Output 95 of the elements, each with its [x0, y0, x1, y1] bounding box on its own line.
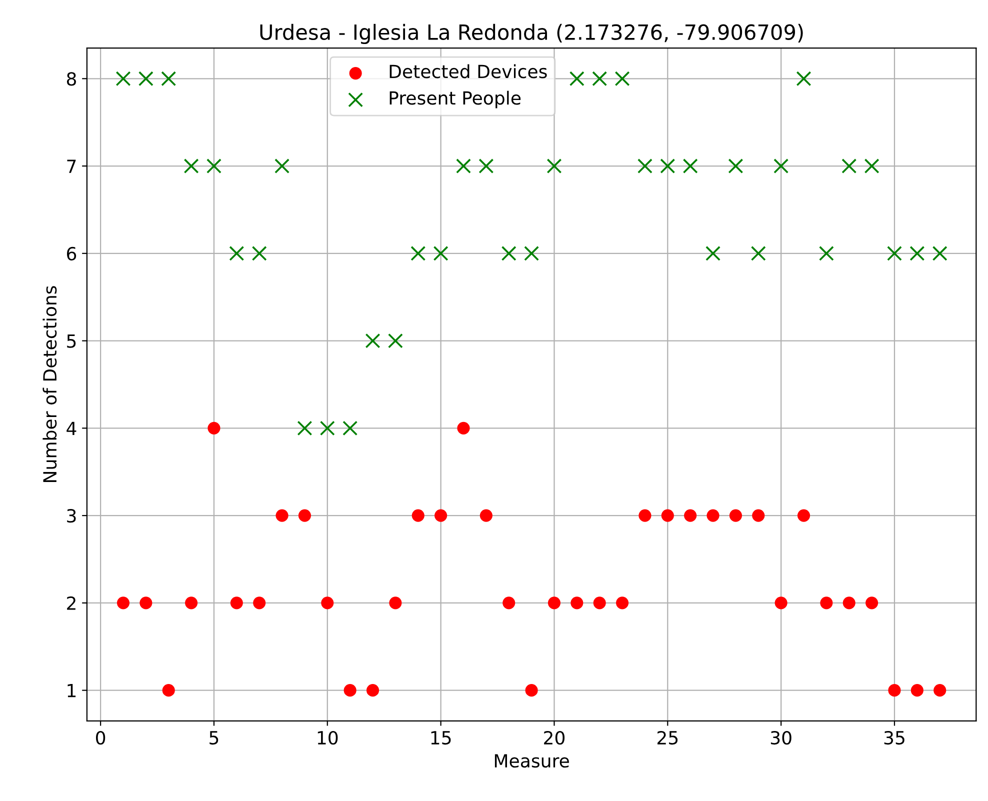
point	[344, 684, 356, 697]
point	[864, 158, 880, 174]
point	[910, 246, 925, 261]
point	[342, 420, 358, 436]
point	[661, 509, 674, 522]
point	[842, 596, 856, 610]
y-tick-label: 2	[67, 596, 76, 610]
x-tick-label: 10	[318, 730, 338, 745]
x-tick-label: 0	[96, 730, 106, 745]
point	[866, 596, 878, 610]
point	[614, 71, 630, 86]
point	[546, 158, 562, 174]
point	[412, 509, 424, 522]
legend-label: Detected Devices	[390, 64, 547, 78]
point	[276, 509, 288, 522]
point	[934, 684, 946, 697]
x-tick-label: 5	[210, 731, 218, 745]
point	[162, 684, 175, 697]
y-tick-label: 4	[66, 422, 76, 436]
point	[593, 596, 606, 610]
point	[230, 596, 243, 610]
point	[818, 246, 834, 261]
x-tick-label: 25	[657, 730, 678, 745]
point	[206, 158, 222, 174]
point	[932, 246, 948, 261]
point	[502, 596, 516, 610]
point	[728, 158, 744, 174]
point	[208, 422, 220, 434]
point	[366, 684, 380, 697]
point	[389, 596, 402, 610]
point	[320, 420, 335, 436]
point	[116, 596, 130, 610]
point	[274, 158, 290, 174]
point	[321, 596, 334, 610]
point	[229, 246, 244, 261]
x-tick-label: 30	[770, 730, 792, 745]
point	[501, 246, 516, 261]
point	[138, 71, 154, 86]
x-tick-label: 35	[884, 730, 904, 745]
point	[116, 71, 131, 86]
point	[750, 246, 766, 261]
point	[252, 246, 267, 261]
point	[185, 596, 198, 610]
point	[365, 333, 380, 348]
point	[298, 509, 311, 522]
y-tick-label: 8	[66, 72, 76, 86]
y-tick-label: 1	[68, 684, 76, 698]
point	[729, 509, 742, 522]
point	[592, 71, 608, 86]
point	[660, 158, 676, 174]
point	[706, 509, 720, 522]
point	[616, 596, 629, 610]
y-tick-label: 7	[67, 160, 76, 173]
point	[480, 509, 492, 522]
point	[524, 246, 540, 261]
point	[161, 71, 176, 86]
point	[525, 684, 538, 697]
point	[886, 246, 902, 261]
point	[820, 596, 833, 610]
point	[774, 596, 788, 610]
y-axis-title: Number of Detections	[42, 286, 57, 482]
y-tick-label: 6	[66, 246, 76, 261]
x-tick-label: 15	[431, 731, 451, 745]
point	[140, 596, 152, 610]
y-tick-label: 3	[67, 509, 76, 523]
point	[184, 158, 199, 174]
point	[888, 684, 901, 697]
point	[297, 420, 312, 436]
chart-title: Urdesa - Iglesia La Redonda (2.173276, -79.906709)	[260, 24, 803, 44]
point	[796, 71, 812, 86]
point	[682, 158, 698, 174]
point	[569, 71, 584, 86]
point	[638, 509, 652, 522]
point	[637, 158, 652, 174]
point	[253, 596, 266, 610]
point	[706, 246, 721, 261]
x-axis-title: Measure	[494, 754, 569, 768]
point	[910, 684, 924, 697]
point	[752, 509, 765, 522]
legend-label: Present People	[390, 90, 521, 108]
point	[410, 246, 426, 261]
point	[434, 509, 448, 522]
point	[388, 333, 403, 348]
point	[774, 158, 789, 174]
point	[570, 596, 584, 610]
point	[478, 158, 494, 174]
y-tick-label: 5	[67, 334, 76, 348]
point	[433, 246, 448, 261]
point	[842, 158, 857, 174]
point	[797, 509, 810, 522]
x-tick-label: 20	[544, 730, 565, 745]
point	[684, 509, 697, 522]
point	[456, 158, 471, 174]
point	[548, 596, 561, 610]
point	[457, 422, 470, 434]
